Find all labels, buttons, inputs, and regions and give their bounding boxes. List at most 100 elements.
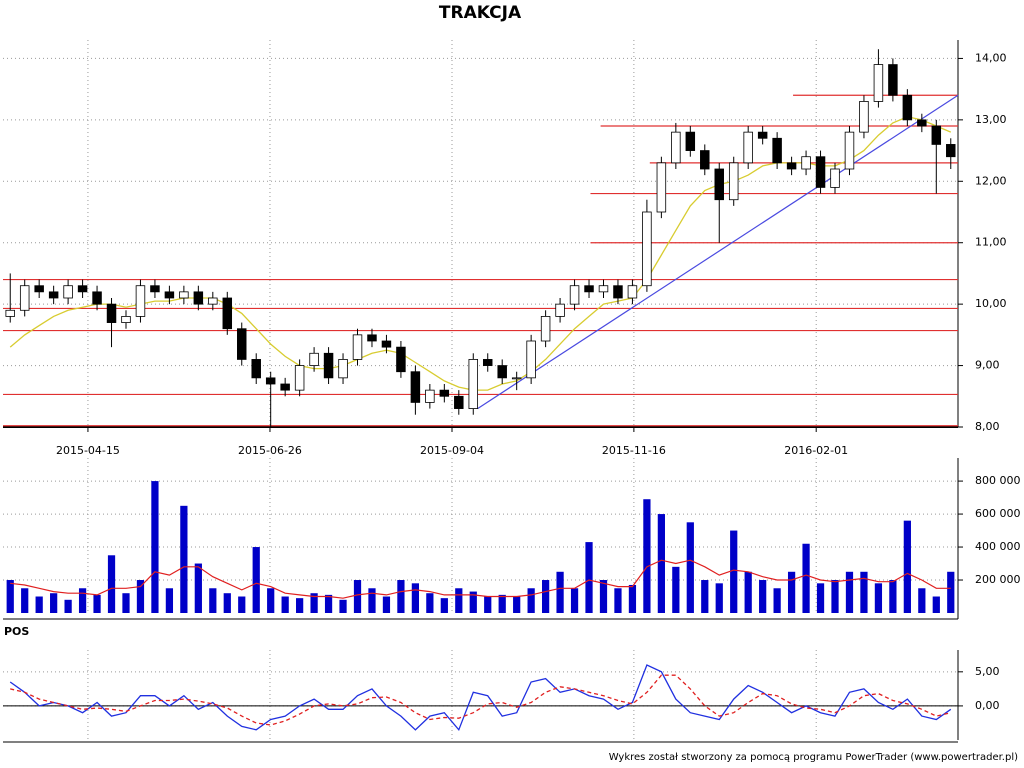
candle-body bbox=[700, 150, 710, 170]
bar bbox=[50, 593, 58, 613]
candle-body bbox=[873, 64, 884, 102]
candle-body bbox=[410, 371, 421, 403]
bar bbox=[397, 580, 405, 613]
candle-body bbox=[540, 316, 551, 342]
panel-title: POS bbox=[4, 625, 29, 638]
bar bbox=[6, 580, 14, 613]
bar bbox=[947, 571, 955, 613]
candle-body bbox=[251, 359, 261, 379]
bar bbox=[498, 594, 506, 613]
candle-body bbox=[280, 383, 290, 391]
candle-body bbox=[656, 162, 667, 213]
y-tick-label: 13,00 bbox=[975, 113, 1007, 126]
bar bbox=[802, 543, 810, 613]
candle-body bbox=[63, 285, 73, 299]
candle-body bbox=[772, 137, 782, 164]
candle-body bbox=[309, 352, 319, 366]
bar bbox=[715, 583, 723, 613]
bar bbox=[701, 580, 709, 613]
candle-body bbox=[121, 316, 131, 323]
bar bbox=[773, 588, 781, 613]
bar bbox=[21, 588, 29, 613]
candle-body bbox=[888, 64, 898, 96]
candle-body bbox=[757, 131, 768, 139]
bar bbox=[180, 505, 188, 613]
candle-body bbox=[946, 144, 956, 158]
bar bbox=[353, 580, 362, 613]
bar bbox=[122, 593, 130, 613]
bar bbox=[816, 583, 825, 613]
bar bbox=[78, 588, 87, 613]
candle-body bbox=[917, 119, 927, 127]
candle-body bbox=[193, 291, 204, 305]
bar bbox=[35, 596, 43, 613]
bar bbox=[643, 499, 651, 613]
candle-body bbox=[294, 365, 305, 391]
bar bbox=[903, 520, 911, 613]
candle-body bbox=[265, 377, 276, 385]
candle-body bbox=[48, 291, 59, 299]
series-line bbox=[10, 559, 951, 599]
candle-body bbox=[931, 125, 942, 145]
candle-body bbox=[801, 156, 811, 170]
bar bbox=[599, 580, 608, 613]
bar bbox=[252, 547, 260, 613]
candle-body bbox=[92, 291, 102, 305]
footer: Wykres został stworzony za pomocą progra… bbox=[609, 752, 1018, 763]
bar bbox=[787, 571, 796, 613]
candle-body bbox=[454, 395, 464, 409]
candle-body bbox=[34, 285, 44, 293]
bar bbox=[860, 571, 868, 613]
candle-body bbox=[468, 359, 479, 409]
candle-body bbox=[179, 291, 189, 299]
bar bbox=[151, 481, 159, 613]
bar bbox=[889, 580, 897, 613]
y-tick-label: 200 000 bbox=[975, 573, 1021, 586]
bar bbox=[368, 588, 376, 613]
bar bbox=[107, 555, 116, 613]
candle-body bbox=[830, 168, 840, 188]
candle-body bbox=[367, 334, 377, 342]
bar bbox=[845, 571, 854, 613]
candle-body bbox=[786, 162, 797, 170]
bar bbox=[281, 596, 289, 613]
candle-body bbox=[396, 346, 406, 373]
candle-body bbox=[859, 101, 869, 133]
bar bbox=[874, 583, 883, 613]
y-tick-label: 0,00 bbox=[975, 699, 1000, 712]
bar bbox=[585, 542, 593, 613]
candle-body bbox=[237, 328, 247, 360]
candle-body bbox=[164, 291, 175, 299]
x-tick-label: 2016-02-01 bbox=[784, 444, 848, 457]
bar bbox=[324, 594, 333, 613]
bar bbox=[527, 588, 535, 613]
candle-body bbox=[743, 131, 753, 164]
bar bbox=[64, 599, 72, 613]
candle-body bbox=[569, 285, 580, 305]
bar bbox=[136, 580, 145, 613]
y-tick-label: 10,00 bbox=[975, 297, 1007, 310]
y-tick-label: 400 000 bbox=[975, 540, 1021, 553]
candle-body bbox=[352, 334, 363, 360]
y-tick-label: 800 000 bbox=[975, 474, 1021, 487]
candle-body bbox=[815, 156, 826, 188]
candle-body bbox=[526, 340, 536, 379]
bar bbox=[614, 588, 622, 613]
bar bbox=[310, 593, 318, 613]
candle-body bbox=[222, 297, 233, 330]
candle-body bbox=[425, 389, 435, 403]
candle-body bbox=[439, 389, 450, 397]
bar bbox=[686, 522, 694, 613]
bar bbox=[223, 593, 231, 613]
trend-line bbox=[477, 94, 959, 410]
y-tick-label: 9,00 bbox=[975, 359, 1000, 372]
bar bbox=[93, 594, 101, 613]
y-tick-label: 14,00 bbox=[975, 51, 1007, 64]
y-tick-label: 8,00 bbox=[975, 420, 1000, 433]
bar bbox=[918, 588, 926, 613]
bar bbox=[556, 571, 564, 613]
bar bbox=[831, 580, 839, 613]
bar bbox=[455, 588, 463, 613]
candle-body bbox=[627, 285, 638, 299]
bar bbox=[513, 596, 521, 613]
